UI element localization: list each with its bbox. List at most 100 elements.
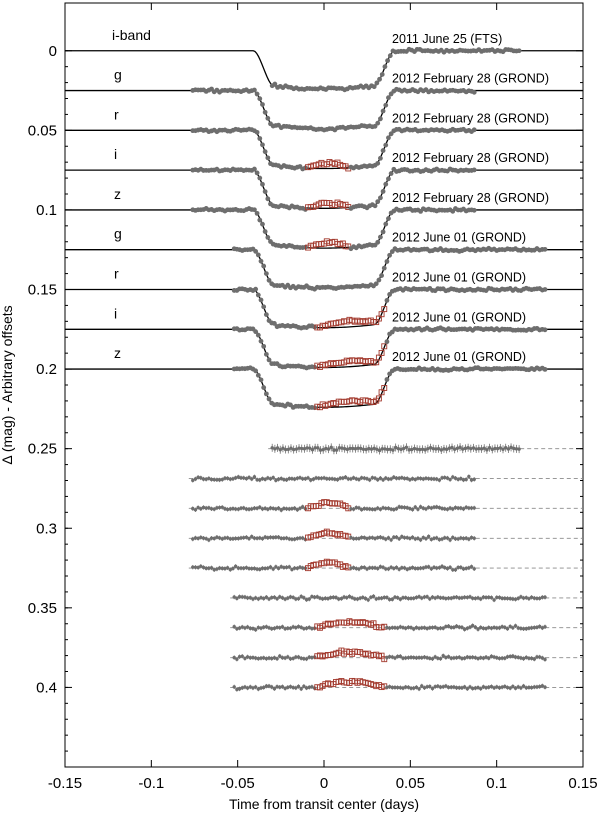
data-point (257, 217, 263, 223)
residual-point (441, 685, 445, 689)
residual-point (351, 446, 355, 451)
residual-point (247, 536, 251, 541)
residual-point (290, 567, 294, 572)
data-point (377, 76, 382, 82)
residual-point (345, 595, 349, 600)
residual-point (430, 686, 435, 691)
residual-point (259, 626, 263, 630)
residual-point (278, 654, 282, 658)
residual-point (472, 506, 476, 510)
residual-point (284, 565, 289, 570)
residual-point (255, 567, 259, 571)
residual-point (470, 596, 475, 601)
residual-point (351, 476, 356, 480)
residual-point (445, 566, 450, 571)
residual-point (387, 685, 392, 689)
data-point (375, 199, 381, 205)
residual-point (290, 537, 294, 541)
residual-point (416, 507, 420, 511)
residual-point (351, 507, 356, 511)
residual-point (209, 507, 214, 511)
residual-point (425, 685, 429, 689)
residual-point (223, 476, 227, 480)
residual-point (440, 564, 444, 569)
residual-point (291, 656, 295, 661)
residual-point (263, 477, 267, 482)
observation-label: 2012 June 01 (GROND) (392, 271, 526, 285)
residual-point (193, 508, 198, 512)
residual-point (334, 448, 339, 452)
residual-point (255, 478, 259, 482)
residual-point (256, 656, 261, 661)
residual-point (394, 506, 399, 511)
residual-point (383, 447, 387, 451)
residual-point (373, 566, 377, 570)
residual-point (400, 476, 404, 480)
data-point (380, 189, 386, 194)
data-point (378, 155, 383, 161)
residual-point (484, 595, 488, 600)
residual-point (413, 477, 417, 482)
residual-point (476, 627, 480, 631)
residual-point (443, 475, 447, 480)
residual-point (406, 625, 411, 630)
residual-point (266, 536, 270, 540)
residual-point (236, 566, 241, 570)
residual-point (398, 625, 403, 629)
residual-point (321, 448, 325, 452)
residual-point (446, 596, 451, 600)
residual-point (406, 655, 411, 660)
residual-point (461, 507, 466, 511)
residual-point (428, 684, 432, 689)
residual-point (456, 537, 460, 541)
residual-point (379, 596, 384, 600)
residual-point (296, 596, 301, 601)
model-curve (65, 209, 583, 249)
residual-point (268, 535, 273, 540)
residual-point (381, 565, 385, 569)
residual-point (270, 595, 274, 600)
data-point (260, 181, 265, 187)
residual-point (443, 536, 447, 540)
residual-point (286, 655, 290, 659)
residual-point (298, 475, 302, 480)
residual-point (236, 475, 241, 479)
residual-point (252, 475, 257, 479)
model-curve (65, 169, 583, 209)
residual-point (307, 655, 311, 659)
residual-point (433, 684, 437, 689)
residual-point (362, 506, 367, 511)
residual-point (543, 657, 547, 662)
residual-point (433, 596, 437, 600)
residual-point (329, 445, 333, 450)
y-tick-label: 0.4 (36, 679, 57, 696)
residual-point (384, 506, 388, 511)
residual-point (250, 534, 254, 539)
data-point (386, 176, 391, 182)
residual-point (495, 626, 499, 630)
residual-point (267, 684, 271, 688)
residual-point (316, 446, 320, 450)
residual-point (467, 474, 471, 479)
residual-point (361, 447, 366, 451)
residual-point (282, 536, 286, 541)
residual-point (415, 447, 419, 451)
data-point (383, 142, 389, 148)
residual-point (503, 596, 507, 601)
residual-point (299, 687, 303, 691)
residual-point (365, 507, 369, 511)
residual-point (275, 685, 279, 689)
residual-point (287, 476, 291, 481)
residual-point (204, 506, 208, 510)
residual-point (505, 627, 510, 631)
residual-point (460, 656, 464, 661)
residual-point (473, 596, 478, 601)
residual-point (535, 625, 539, 630)
residual-point (250, 566, 254, 571)
residual-point (225, 507, 230, 512)
residual-point (239, 506, 243, 510)
residual-point (399, 447, 403, 452)
residual-point (469, 564, 474, 569)
residual-point (495, 685, 499, 689)
